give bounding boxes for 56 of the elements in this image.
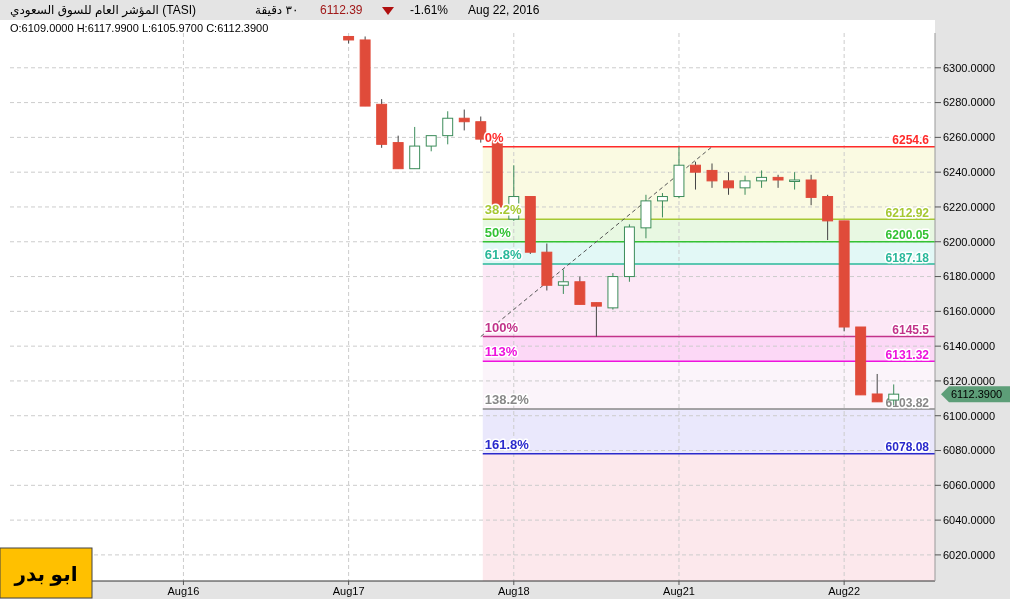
candlestick [557, 269, 569, 295]
text: -1.61% [410, 3, 449, 17]
candlestick [590, 302, 602, 338]
y-tick-label: 6100.0000 [943, 409, 995, 422]
chart-title: المؤشر العام للسوق السعودي (TASI) [10, 3, 197, 18]
candlestick [458, 109, 470, 131]
candlestick [442, 110, 454, 145]
candlestick [657, 192, 668, 218]
candlestick [723, 171, 734, 196]
ref-line-label: 6145.5 [892, 323, 930, 338]
y-tick-label: 6280.0000 [943, 96, 995, 109]
text: Aug 22, 2016 [468, 3, 540, 17]
y-tick-label: 6040.0000 [943, 513, 995, 526]
y-tick-label: 6240.0000 [943, 166, 995, 179]
candlestick [690, 161, 701, 191]
annotation: 100% [484, 319, 519, 335]
candlestick [475, 116, 487, 144]
ref-line-label: 6200.05 [885, 228, 930, 243]
y-tick-label: 6020.0000 [943, 548, 995, 561]
ref-line-label: 6131.32 [885, 347, 930, 362]
chart-subtitle: O:6109.0000 H:6117.9900 L:6105.9700 C:6112.3900 [10, 22, 269, 34]
text: 6112.3900 [951, 388, 1003, 401]
candlestick [772, 174, 784, 189]
y-tick-label: 6060.0000 [943, 479, 995, 492]
y-tick-label: 6300.0000 [943, 61, 995, 74]
x-tick-label: Aug22 [828, 585, 861, 597]
candlestick [574, 276, 586, 305]
annotation: 113% [484, 344, 518, 360]
y-tick-label: 6140.0000 [943, 339, 995, 352]
y-tick-label: 6200.0000 [943, 235, 995, 248]
text: 6112.39 [320, 3, 363, 17]
ref-line-label: 6187.18 [885, 250, 930, 265]
annotation: 138.2% [484, 392, 530, 408]
candlestick [706, 162, 718, 189]
ref-line-label: 6078.08 [885, 440, 930, 455]
ref-line-label: 6212.92 [885, 205, 930, 220]
y-tick-label: 6260.0000 [943, 131, 995, 144]
annotation: ابو بدر [13, 563, 78, 586]
y-tick-label: 6220.0000 [943, 200, 995, 213]
candlestick [409, 126, 421, 170]
annotation: 161.8% [484, 436, 530, 452]
x-tick-label: Aug21 [663, 585, 695, 597]
y-tick-label: 6160.0000 [943, 305, 995, 318]
annotation: 50% [484, 224, 512, 240]
candlestick [739, 175, 751, 196]
y-tick-label: 6180.0000 [943, 270, 995, 283]
y-tick-label: 6120.0000 [943, 374, 995, 387]
x-tick-label: Aug17 [332, 585, 365, 597]
candlestick [805, 174, 817, 206]
ref-line-label: 6254.6 [892, 133, 930, 148]
text: ٣٠ دقيقة [255, 3, 299, 17]
annotation: 61.8% [484, 247, 523, 263]
x-tick-label: Aug18 [497, 585, 530, 597]
x-tick-label: Aug16 [167, 585, 200, 597]
y-tick-label: 6080.0000 [943, 444, 995, 457]
candlestick [871, 373, 883, 403]
